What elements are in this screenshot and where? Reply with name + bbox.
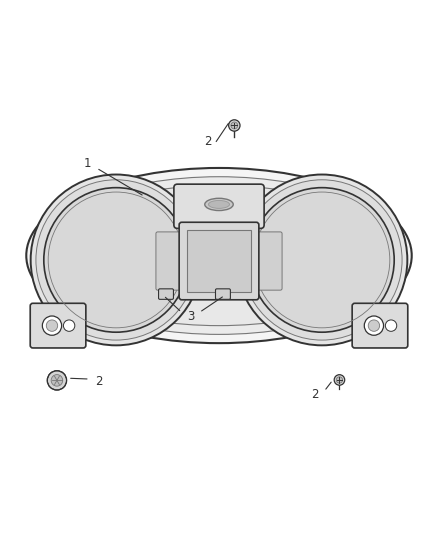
Circle shape: [242, 180, 402, 340]
Circle shape: [336, 377, 343, 383]
FancyBboxPatch shape: [215, 289, 230, 300]
FancyBboxPatch shape: [253, 232, 282, 290]
Circle shape: [31, 174, 201, 345]
Text: 1: 1: [84, 157, 92, 170]
Text: 2: 2: [204, 135, 212, 148]
Circle shape: [42, 316, 62, 335]
FancyBboxPatch shape: [352, 303, 408, 348]
Ellipse shape: [208, 200, 230, 208]
Circle shape: [385, 320, 397, 332]
Circle shape: [47, 371, 67, 390]
FancyBboxPatch shape: [156, 232, 185, 290]
Text: 3: 3: [187, 310, 194, 324]
Circle shape: [51, 375, 63, 386]
FancyBboxPatch shape: [30, 303, 86, 348]
Ellipse shape: [26, 168, 412, 343]
Circle shape: [64, 320, 75, 332]
Circle shape: [46, 320, 58, 332]
Circle shape: [237, 174, 407, 345]
Circle shape: [334, 375, 345, 385]
Circle shape: [364, 316, 384, 335]
Circle shape: [44, 188, 188, 332]
Circle shape: [36, 180, 196, 340]
Bar: [187, 230, 251, 292]
FancyBboxPatch shape: [159, 289, 173, 300]
Circle shape: [229, 120, 240, 131]
Ellipse shape: [205, 198, 233, 211]
Circle shape: [250, 188, 394, 332]
Circle shape: [231, 122, 238, 129]
Bar: [188, 221, 250, 226]
Circle shape: [368, 320, 380, 332]
FancyBboxPatch shape: [179, 222, 259, 300]
FancyBboxPatch shape: [174, 184, 264, 229]
Ellipse shape: [35, 177, 403, 334]
Text: 2: 2: [311, 388, 319, 401]
Ellipse shape: [44, 185, 394, 326]
Text: 2: 2: [95, 375, 102, 388]
